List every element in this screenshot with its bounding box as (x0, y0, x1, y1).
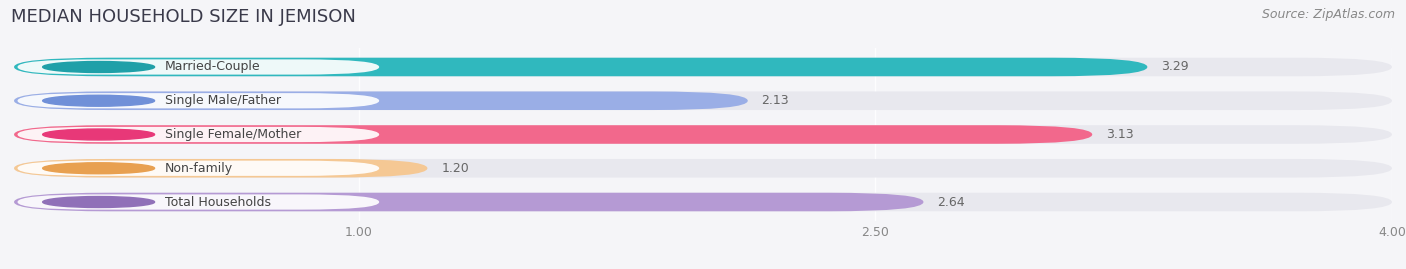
FancyBboxPatch shape (17, 194, 380, 210)
FancyBboxPatch shape (14, 125, 1392, 144)
FancyBboxPatch shape (17, 161, 380, 176)
Text: 2.13: 2.13 (762, 94, 789, 107)
Text: 3.29: 3.29 (1161, 61, 1188, 73)
Text: 1.20: 1.20 (441, 162, 470, 175)
FancyBboxPatch shape (14, 159, 427, 178)
Circle shape (42, 163, 155, 174)
FancyBboxPatch shape (17, 127, 380, 142)
FancyBboxPatch shape (17, 59, 380, 75)
FancyBboxPatch shape (14, 193, 1392, 211)
Circle shape (42, 95, 155, 106)
Circle shape (42, 129, 155, 140)
FancyBboxPatch shape (14, 58, 1392, 76)
Text: Single Female/Mother: Single Female/Mother (165, 128, 301, 141)
Text: Non-family: Non-family (165, 162, 233, 175)
Text: 3.13: 3.13 (1107, 128, 1133, 141)
FancyBboxPatch shape (14, 193, 924, 211)
Text: 2.64: 2.64 (938, 196, 965, 208)
Text: Married-Couple: Married-Couple (165, 61, 260, 73)
Text: Total Households: Total Households (165, 196, 270, 208)
FancyBboxPatch shape (14, 58, 1147, 76)
FancyBboxPatch shape (14, 125, 1092, 144)
Text: MEDIAN HOUSEHOLD SIZE IN JEMISON: MEDIAN HOUSEHOLD SIZE IN JEMISON (11, 8, 356, 26)
Circle shape (42, 197, 155, 207)
FancyBboxPatch shape (14, 159, 1392, 178)
FancyBboxPatch shape (14, 91, 748, 110)
Circle shape (42, 62, 155, 72)
FancyBboxPatch shape (14, 91, 1392, 110)
Text: Single Male/Father: Single Male/Father (165, 94, 281, 107)
Text: Source: ZipAtlas.com: Source: ZipAtlas.com (1261, 8, 1395, 21)
FancyBboxPatch shape (17, 93, 380, 108)
